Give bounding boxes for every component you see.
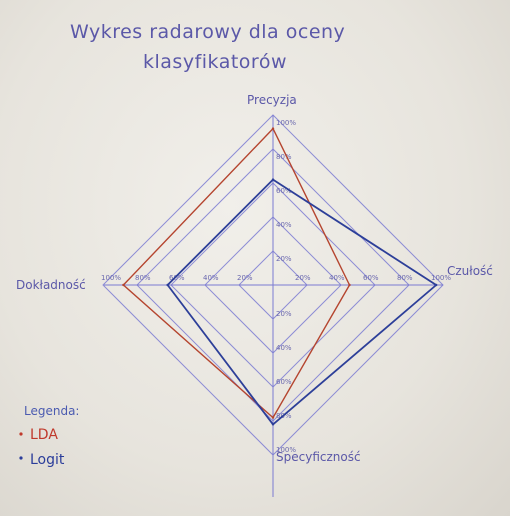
radar-ticks: 20% 40% 60% 80% 100% 20% 40% 60% 80% 100% 20% 40% 60…	[101, 119, 451, 454]
tick-label-left-60: 60%	[169, 274, 185, 282]
legend-marker-lda	[19, 432, 23, 436]
tick-label-right-20: 20%	[295, 274, 311, 282]
tick-label-top-100: 100%	[276, 119, 296, 127]
tick-label-top-20: 20%	[276, 255, 292, 263]
tick-label-bottom-20: 20%	[276, 310, 292, 318]
series-lda-point-2	[271, 416, 275, 419]
series-logit-point-1	[435, 283, 438, 287]
axis-label-dokladnosc: Dokładność	[16, 278, 86, 292]
axis-label-specyficznosc: Specyficzność	[276, 450, 361, 464]
series-lda-point-0	[271, 127, 275, 130]
tick-label-left-80: 80%	[135, 274, 151, 282]
tick-label-top-60: 60%	[276, 187, 292, 195]
radar-axes	[104, 115, 443, 497]
tick-label-bottom-60: 60%	[276, 378, 292, 386]
tick-label-top-40: 40%	[276, 221, 292, 229]
tick-label-bottom-100: 100%	[276, 446, 296, 454]
tick-label-right-40: 40%	[329, 274, 345, 282]
series-logit-point-2	[271, 423, 275, 426]
series-logit-point-0	[271, 178, 275, 181]
series-lda-point-3	[122, 283, 125, 287]
tick-label-left-20: 20%	[237, 274, 253, 282]
chart-title-line2: klasyfikatorów	[143, 51, 287, 73]
tick-label-left-100: 100%	[101, 274, 121, 282]
tick-label-top-80: 80%	[276, 153, 292, 161]
chart-title-line1: Wykres radarowy dla oceny	[70, 21, 345, 43]
series-logit-polygon	[166, 178, 438, 426]
tick-label-right-100: 100%	[431, 274, 451, 282]
series-lda-point-1	[348, 283, 351, 287]
radar-series	[122, 127, 438, 426]
tick-label-bottom-40: 40%	[276, 344, 292, 352]
tick-label-right-60: 60%	[363, 274, 379, 282]
tick-label-right-80: 80%	[397, 274, 413, 282]
legend-item-lda: LDA	[30, 427, 58, 443]
legend: Legenda: LDA Logit	[19, 404, 79, 468]
legend-item-logit: Logit	[30, 452, 65, 468]
axis-label-czulosc: Czułość	[447, 264, 493, 278]
axis-label-precyzja: Precyzja	[247, 93, 297, 107]
tick-label-left-40: 40%	[203, 274, 219, 282]
legend-title: Legenda:	[24, 404, 79, 418]
legend-marker-logit	[19, 456, 23, 460]
series-logit-point-3	[166, 283, 169, 287]
